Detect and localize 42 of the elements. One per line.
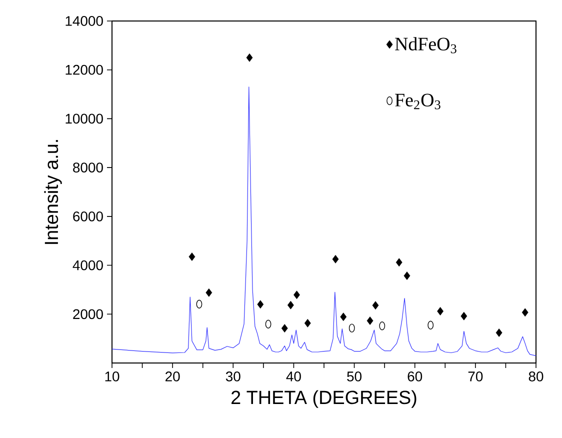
point: [246, 53, 253, 62]
y-tick-label: 12000: [66, 64, 103, 75]
point: [496, 328, 502, 337]
x-tick-label: 80: [528, 372, 544, 382]
point: [437, 307, 444, 316]
point: [287, 300, 294, 310]
point: [460, 312, 468, 320]
point: [404, 272, 410, 280]
point: [428, 320, 434, 330]
point: [196, 300, 202, 308]
point: [348, 324, 355, 332]
point: [379, 322, 386, 330]
x-tick-label: 60: [408, 372, 422, 382]
point: [372, 301, 379, 310]
x-axis-title: 2 THETA (DEGREES): [232, 390, 416, 408]
point: [340, 312, 347, 322]
x-tick-label: 50: [347, 372, 362, 382]
y-tick-label: 14000: [66, 16, 103, 26]
x-tick-label: 70: [468, 372, 483, 382]
y-axis-title: Intensity a.u.: [44, 140, 62, 244]
y-tick-label: 2000: [73, 309, 103, 320]
point: [304, 318, 311, 328]
legend-label: Fe$_{2}$O$_{3}$: [395, 94, 440, 110]
point: [188, 252, 196, 261]
point: [332, 254, 339, 264]
point: [281, 324, 288, 333]
x-tick-label: 30: [226, 372, 240, 382]
point: [522, 308, 528, 317]
legend-label: NdFeO$_{3}$: [395, 37, 456, 54]
x-tick-label: 10: [105, 372, 120, 382]
y-tick-label: 6000: [73, 211, 103, 222]
x-tick-label: 40: [286, 372, 301, 382]
point: [294, 290, 300, 300]
point: [396, 258, 402, 267]
point: [206, 288, 212, 297]
y-tick-label: 4000: [72, 260, 103, 270]
x-tick-label: 20: [166, 372, 180, 382]
point: [366, 316, 374, 325]
line-series: [112, 86, 536, 356]
point: [257, 300, 264, 309]
y-tick-label: 10000: [66, 114, 103, 124]
y-tick-label: 8000: [73, 162, 103, 173]
